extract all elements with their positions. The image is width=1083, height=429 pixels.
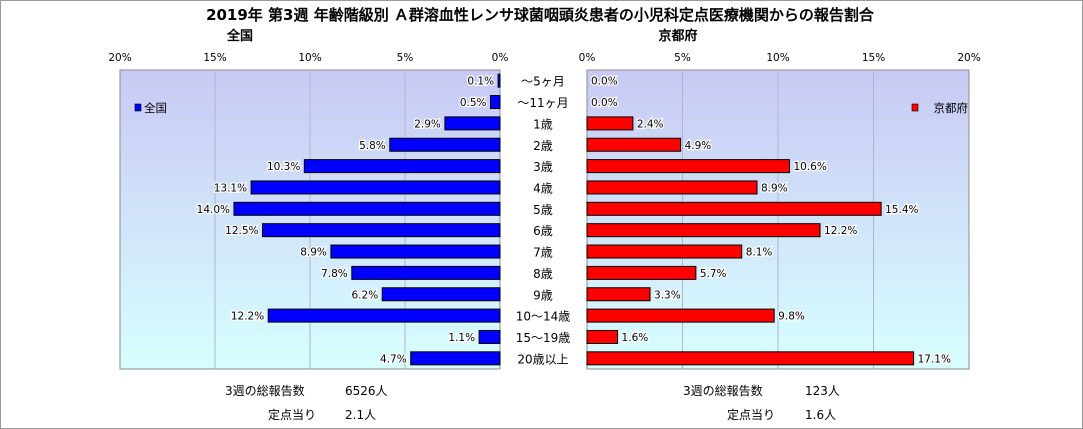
- data-label-right-1: 0.0%: [591, 97, 618, 109]
- panel-left: 20% 15% 10% 5% 0%全国全国0.1%0.5%2.9%5.8%10.3%13…: [108, 28, 509, 370]
- data-label-right-8: 8.1%: [746, 247, 773, 259]
- bar-right-4-5: [586, 180, 758, 195]
- data-label-left-12: 1.1%: [448, 332, 475, 344]
- data-label-left-6: 14.0%: [197, 204, 230, 216]
- bar-left-3-4: [303, 159, 501, 174]
- data-label-left-5: 13.1%: [214, 182, 247, 194]
- bar-right-5-6: [586, 201, 882, 216]
- data-label-left-13: 4.7%: [380, 353, 407, 365]
- summary-left-total-value: 6526人: [345, 384, 388, 398]
- category-label-10: 9歳: [533, 288, 553, 302]
- legend-left: 全国: [134, 101, 167, 115]
- category-label-3: 2歳: [533, 139, 553, 153]
- tick-label-left-10: 10%: [298, 52, 321, 64]
- bar-left-5-0: [497, 73, 501, 88]
- category-label-8: 7歳: [533, 246, 553, 260]
- summary-left-total-label: 3週の総報告数: [225, 383, 305, 398]
- tick-label-left-5: 5%: [397, 52, 414, 64]
- panel-right: 0% 5% 10% 15% 20%京都府京都府0.0%0.0%2.4%4.9%10.6%…: [579, 28, 981, 370]
- data-label-right-12: 1.6%: [622, 332, 649, 344]
- data-label-right-7: 12.2%: [824, 225, 857, 237]
- bar-right-8-9: [586, 265, 697, 280]
- data-label-right-13: 17.1%: [918, 353, 951, 365]
- panel-title-left: 全国: [226, 28, 253, 44]
- bar-left-2-3: [389, 137, 501, 152]
- tick-label-left-0: 0%: [492, 52, 509, 64]
- data-label-right-4: 10.6%: [793, 161, 826, 173]
- bar-right-20-13: [586, 351, 915, 366]
- bar-left-20-13: [410, 351, 501, 366]
- summary-left-per-value: 2.1人: [345, 408, 376, 422]
- tick-label-right-5: 5%: [674, 52, 691, 64]
- data-label-left-9: 7.8%: [321, 268, 348, 280]
- data-label-right-6: 15.4%: [885, 204, 918, 216]
- data-label-right-0: 0.0%: [591, 76, 618, 88]
- panel-title-right: 京都府: [658, 28, 697, 44]
- bar-right-3-4: [586, 159, 790, 174]
- bar-left-11-1: [490, 95, 501, 110]
- data-label-right-3: 4.9%: [685, 140, 712, 152]
- bar-right-9-10: [586, 287, 651, 302]
- data-label-left-10: 6.2%: [352, 289, 379, 301]
- bar-left-4-5: [250, 180, 501, 195]
- category-label-9: 8歳: [533, 267, 553, 281]
- legend-swatch-right: [911, 103, 919, 112]
- data-label-left-1: 0.5%: [460, 97, 487, 109]
- data-label-left-8: 8.9%: [300, 247, 327, 259]
- data-label-left-4: 10.3%: [267, 161, 300, 173]
- data-label-left-7: 12.5%: [225, 225, 258, 237]
- legend-label-left: 全国: [144, 101, 167, 115]
- category-label-13: 20歳以上: [517, 352, 568, 366]
- bar-left-6-7: [262, 223, 501, 238]
- legend-label-right: 京都府: [934, 101, 969, 115]
- chart-title: 2019年 第3週 年齢階級別 Ａ群溶血性レンサ球菌咽頭炎患者の小児科定点医療機…: [206, 6, 875, 24]
- bar-left-10-14-11: [267, 308, 501, 323]
- bar-right-6-7: [586, 223, 821, 238]
- tick-label-right-20: 20%: [957, 52, 980, 64]
- summary-right-per-value: 1.6人: [805, 408, 836, 422]
- summary-left-per-label: 定点当り: [268, 407, 316, 422]
- data-label-right-9: 5.7%: [700, 268, 727, 280]
- data-label-right-11: 9.8%: [778, 311, 805, 323]
- summary-right-total-label: 3週の総報告数: [683, 383, 763, 398]
- category-label-2: 1歳: [533, 117, 553, 131]
- bar-left-1-2: [444, 116, 501, 131]
- bar-left-15-19-12: [478, 329, 501, 344]
- category-label-5: 4歳: [533, 181, 553, 195]
- bar-left-9-10: [381, 287, 501, 302]
- category-label-4: 3歳: [533, 160, 553, 174]
- summary-right-per-label: 定点当り: [727, 407, 775, 422]
- bar-right-7-8: [586, 244, 743, 259]
- category-label-6: 5歳: [533, 203, 553, 217]
- bar-right-15-19-12: [586, 329, 619, 344]
- summary-right-total-value: 123人: [805, 384, 840, 398]
- legend-swatch-left: [134, 103, 142, 112]
- tick-label-right-15: 15%: [862, 52, 885, 64]
- category-label-1: ～11ヶ月: [517, 96, 568, 110]
- tick-label-left-15: 15%: [203, 52, 226, 64]
- bar-left-5-6: [233, 201, 501, 216]
- category-label-12: 15～19歳: [516, 331, 571, 345]
- tick-label-right-0: 0%: [579, 52, 596, 64]
- bar-right-2-3: [586, 137, 682, 152]
- category-label-11: 10～14歳: [516, 310, 571, 324]
- data-label-right-2: 2.4%: [637, 118, 664, 130]
- bar-left-7-8: [330, 244, 501, 259]
- bar-right-1-2: [586, 116, 634, 131]
- data-label-left-3: 5.8%: [359, 140, 386, 152]
- bar-left-8-9: [351, 265, 501, 280]
- tick-label-left-20: 20%: [108, 52, 131, 64]
- category-label-7: 6歳: [533, 224, 553, 238]
- bar-right-10-14-11: [586, 308, 775, 323]
- category-label-0: ～5ヶ月: [521, 75, 565, 89]
- data-label-right-10: 3.3%: [654, 289, 681, 301]
- tick-label-right-10: 10%: [766, 52, 789, 64]
- legend-right: 京都府: [911, 101, 969, 115]
- data-label-left-0: 0.1%: [467, 76, 494, 88]
- data-label-left-2: 2.9%: [414, 118, 441, 130]
- data-label-left-11: 12.2%: [231, 311, 264, 323]
- data-label-right-5: 8.9%: [761, 182, 788, 194]
